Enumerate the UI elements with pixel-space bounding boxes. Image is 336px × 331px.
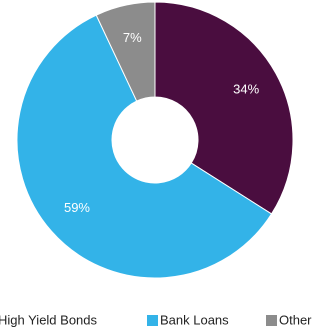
- slice-other: [95, 1, 156, 102]
- legend-swatch-bank-loans: [147, 315, 158, 326]
- legend-label-other: Other: [279, 312, 312, 327]
- slice-bank-loans: [16, 14, 273, 279]
- donut-slices: [16, 1, 294, 279]
- slice-label-other: 7%: [123, 30, 142, 45]
- legend-swatch-other: [266, 315, 277, 326]
- legend-label-bank-loans: Bank Loans: [160, 312, 229, 327]
- slice-high-yield-bonds: [154, 1, 294, 215]
- legend-item-bank-loans: Bank Loans: [147, 312, 229, 327]
- legend: High Yield Bonds Bank Loans Other: [0, 312, 312, 327]
- legend-item-high-yield-bonds: High Yield Bonds: [0, 312, 98, 327]
- slice-labels: 34% 59% 7%: [64, 30, 260, 215]
- slice-label-bank-loans: 59%: [64, 200, 90, 215]
- legend-label-high-yield-bonds: High Yield Bonds: [0, 312, 98, 327]
- legend-item-other: Other: [266, 312, 312, 327]
- slice-label-high-yield-bonds: 34%: [233, 81, 259, 96]
